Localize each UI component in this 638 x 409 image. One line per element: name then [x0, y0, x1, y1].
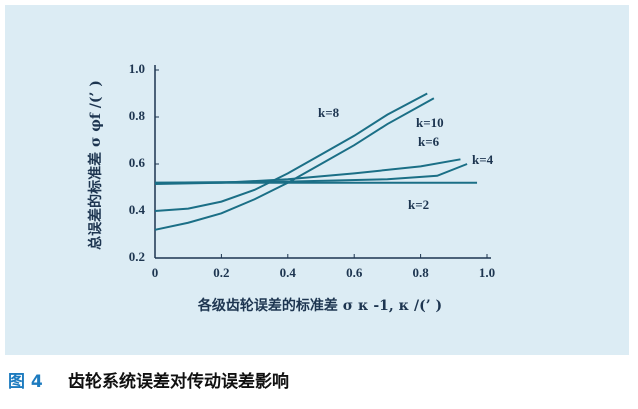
y-tick-label: 0.4: [129, 202, 146, 217]
y-tick-label: 0.6: [129, 155, 146, 170]
x-tick-label: 1.0: [479, 265, 495, 280]
y-axis-label: 总误差的标准差 σ φf /(’ ): [87, 80, 104, 250]
y-tick-label: 1.0: [129, 61, 145, 76]
caption-number: 图 4: [8, 372, 43, 392]
series-label: k=10: [416, 115, 444, 130]
x-tick-label: 0: [152, 265, 159, 280]
x-tick-label: 0.6: [346, 265, 363, 280]
x-axis-label: 各级齿轮误差的标准差 σ κ -1, κ /(’ ): [197, 297, 442, 314]
series-line: [154, 92, 428, 212]
series-label: k=2: [408, 197, 429, 212]
x-tick-label: 0.4: [280, 265, 297, 280]
series-label: k=8: [318, 105, 340, 120]
x-tick-label: 0.8: [412, 265, 429, 280]
y-tick-label: 0.2: [129, 249, 145, 264]
series-label: k=4: [472, 152, 494, 167]
x-tick-label: 0.2: [213, 265, 229, 280]
series-label: k=6: [418, 134, 440, 149]
y-tick-label: 0.8: [129, 108, 146, 123]
caption: 齿轮系统误差对传动误差影响: [68, 371, 289, 392]
